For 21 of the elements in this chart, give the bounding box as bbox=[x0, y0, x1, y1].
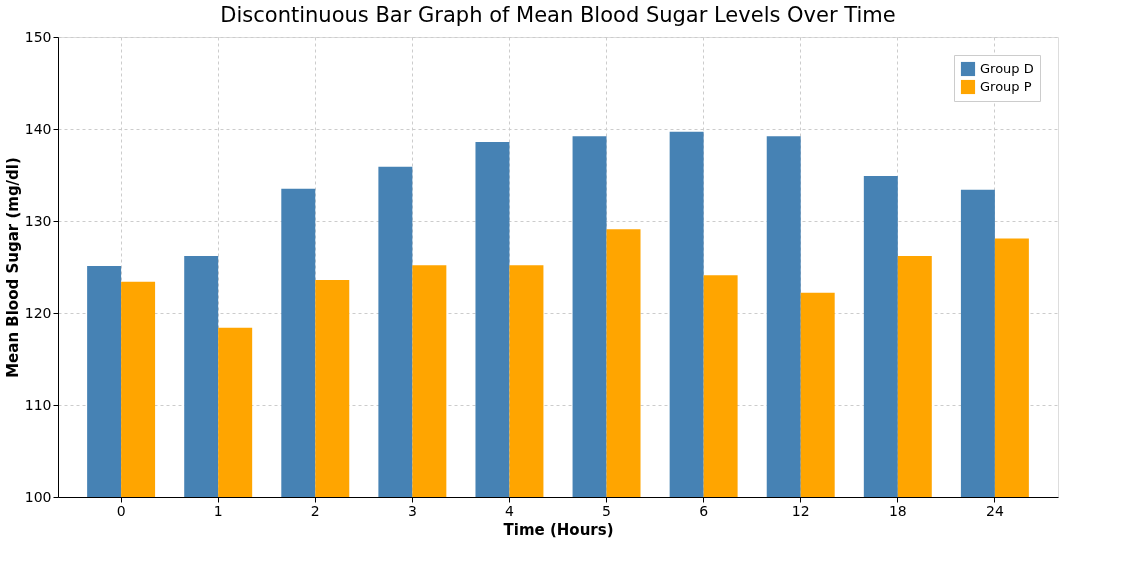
x-tick-label: 0 bbox=[116, 502, 126, 519]
x-tick-label: 1 bbox=[213, 502, 223, 519]
x-tick-label: 3 bbox=[407, 502, 417, 519]
chart-title: Discontinuous Bar Graph of Mean Blood Sugar Levels Over Time bbox=[220, 3, 896, 27]
x-axis-title: Time (Hours) bbox=[503, 520, 614, 539]
legend-label: Group P bbox=[980, 79, 1032, 94]
x-tick-label: 2 bbox=[310, 502, 320, 519]
x-tick-label: 4 bbox=[505, 502, 514, 519]
x-tick-label: 12 bbox=[791, 502, 810, 519]
y-tick-label: 120 bbox=[24, 304, 52, 321]
x-tick-label: 6 bbox=[699, 502, 709, 519]
y-tick-label: 110 bbox=[24, 396, 52, 413]
y-axis-title: Mean Blood Sugar (mg/dl) bbox=[3, 157, 22, 378]
x-tick-label: 5 bbox=[602, 502, 611, 519]
y-tick-label: 150 bbox=[24, 28, 52, 45]
y-tick-label: 130 bbox=[24, 212, 52, 229]
legend-label: Group D bbox=[980, 61, 1034, 76]
y-tick-label: 140 bbox=[24, 120, 52, 137]
x-tick-label: 18 bbox=[888, 502, 907, 519]
x-tick-label: 24 bbox=[985, 502, 1004, 519]
y-tick-label: 100 bbox=[24, 488, 52, 505]
